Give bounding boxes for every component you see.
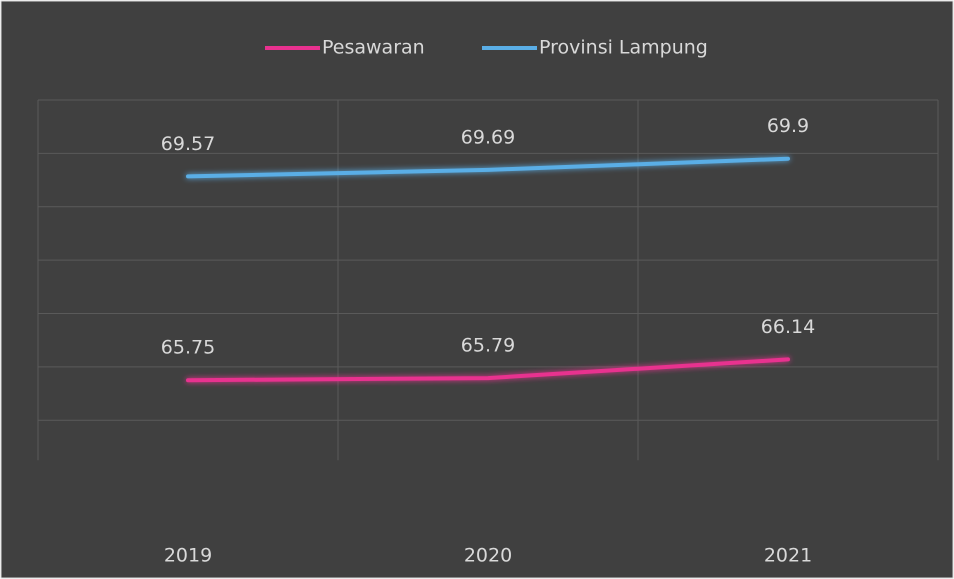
series-line [186,357,790,383]
x-tick-label: 2020 [464,545,512,567]
x-tick-label: 2019 [164,545,212,567]
series-line [186,156,790,179]
legend-label: Provinsi Lampung [539,37,708,59]
data-label: 69.69 [461,126,515,148]
data-label: 69.9 [767,115,809,137]
data-label: 65.79 [461,335,515,357]
data-label: 66.14 [761,316,815,338]
data-label: 65.75 [161,337,215,359]
x-tick-label: 2021 [764,545,812,567]
legend-label: Pesawaran [322,37,425,59]
data-label: 69.57 [161,133,215,155]
